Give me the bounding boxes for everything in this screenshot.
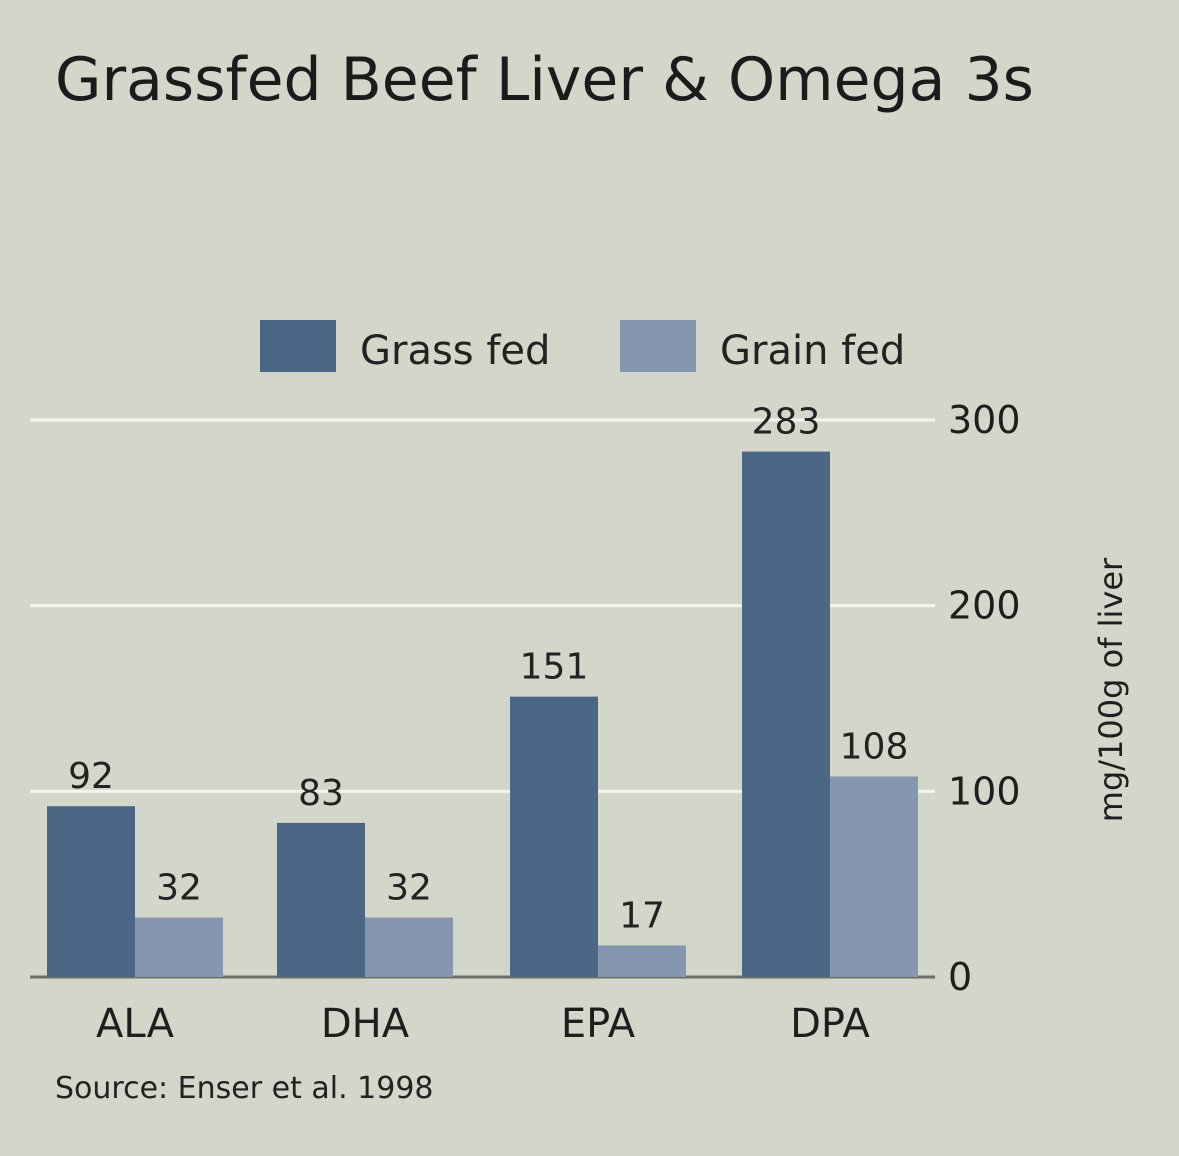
bars xyxy=(47,451,918,977)
legend-swatch-grain-fed xyxy=(620,320,696,372)
y-tick-label-0: 0 xyxy=(948,955,972,999)
chart-title: Grassfed Beef Liver & Omega 3s xyxy=(55,45,1034,115)
value-label-dpa-grass-fed: 283 xyxy=(752,402,821,443)
value-labels: 92 32 83 32 151 17 283 108 xyxy=(68,402,908,937)
y-tick-label-200: 200 xyxy=(948,584,1021,628)
y-tick-label-100: 100 xyxy=(948,769,1021,813)
legend-label-grain-fed: Grain fed xyxy=(720,328,905,374)
x-tick-label-dha: DHA xyxy=(321,1001,410,1047)
bar-dha-grain-fed xyxy=(365,917,453,977)
bar-epa-grain-fed xyxy=(598,945,686,977)
bar-dha-grass-fed xyxy=(277,822,365,977)
value-label-epa-grass-fed: 151 xyxy=(520,647,589,688)
bar-ala-grain-fed xyxy=(135,917,223,977)
y-axis-ticks: 0 100 200 300 xyxy=(948,398,1021,999)
value-label-ala-grass-fed: 92 xyxy=(68,756,114,797)
bar-epa-grass-fed xyxy=(510,696,598,977)
y-tick-label-300: 300 xyxy=(948,398,1021,442)
value-label-dpa-grain-fed: 108 xyxy=(840,726,909,767)
value-label-epa-grain-fed: 17 xyxy=(619,895,665,936)
source-note: Source: Enser et al. 1998 xyxy=(55,1071,434,1106)
legend: Grass fed Grain fed xyxy=(260,320,905,374)
bar-dpa-grass-fed xyxy=(742,451,830,977)
value-label-ala-grain-fed: 32 xyxy=(156,868,202,909)
x-tick-label-epa: EPA xyxy=(561,1001,636,1047)
x-tick-label-dpa: DPA xyxy=(790,1001,870,1047)
value-label-dha-grass-fed: 83 xyxy=(298,773,344,814)
bar-ala-grass-fed xyxy=(47,806,135,977)
legend-label-grass-fed: Grass fed xyxy=(360,328,550,374)
legend-swatch-grass-fed xyxy=(260,320,336,372)
bar-dpa-grain-fed xyxy=(830,776,918,977)
value-label-dha-grain-fed: 32 xyxy=(386,868,432,909)
x-tick-label-ala: ALA xyxy=(96,1001,175,1047)
y-axis-title: mg/100g of liver xyxy=(1092,557,1130,822)
x-axis-labels: ALA DHA EPA DPA xyxy=(96,1001,870,1047)
